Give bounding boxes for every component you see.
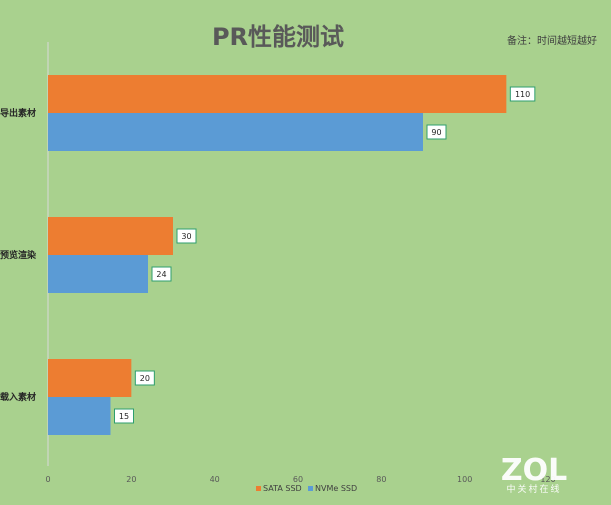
bar-nvme-3: [48, 397, 111, 435]
watermark: ZOL 中关村在线: [501, 453, 567, 495]
data-label-box-nvme-1: [426, 124, 447, 140]
bar-nvme-1: [48, 113, 423, 151]
category-label-3: 载入素材: [0, 391, 36, 403]
data-label-box-nvme-3: [114, 408, 134, 424]
watermark-subtitle: 中关村在线: [506, 483, 561, 495]
bar-sata-2: [48, 217, 173, 255]
x-tick-label-40: 40: [210, 475, 220, 484]
bar-sata-1: [48, 75, 507, 113]
data-label-nvme-1: 90: [431, 128, 441, 137]
x-tick-label-0: 0: [45, 475, 50, 484]
data-label-nvme-2: 24: [156, 270, 166, 279]
data-label-sata-1: 110: [515, 90, 530, 99]
chart-note: 备注：时间越短越好: [507, 34, 597, 47]
data-label-sata-2: 30: [181, 232, 191, 241]
category-label-1: 导出素材: [0, 107, 36, 119]
bars-group: 110 90 30 24 20 15: [48, 75, 536, 435]
bar-sata-3: [48, 359, 132, 397]
watermark-logo: ZOL: [501, 453, 567, 488]
data-label-sata-3: 20: [140, 374, 150, 383]
legend-label-sata: SATA SSD: [263, 484, 302, 493]
legend: SATA SSD NVMe SSD: [256, 484, 357, 493]
category-label-2: 预览渲染: [0, 249, 37, 261]
legend-swatch-sata: [256, 486, 261, 491]
legend-label-nvme: NVMe SSD: [315, 484, 357, 493]
data-label-box-sata-1: [509, 86, 536, 102]
bar-nvme-2: [48, 255, 148, 293]
legend-swatch-nvme: [308, 486, 313, 491]
x-tick-label-120: 120: [540, 475, 555, 484]
x-tick-label-100: 100: [457, 475, 472, 484]
data-label-box-sata-2: [176, 228, 197, 244]
x-tick-label-60: 60: [293, 475, 303, 484]
x-tick-label-20: 20: [126, 475, 136, 484]
x-tick-label-80: 80: [376, 475, 386, 484]
x-tick-labels: 0 20 40 60 80 100 120: [45, 475, 555, 484]
data-label-nvme-3: 15: [119, 412, 129, 421]
data-label-box-nvme-2: [151, 266, 172, 282]
data-label-box-sata-3: [134, 370, 155, 386]
chart-title: PR性能测试: [212, 23, 344, 51]
